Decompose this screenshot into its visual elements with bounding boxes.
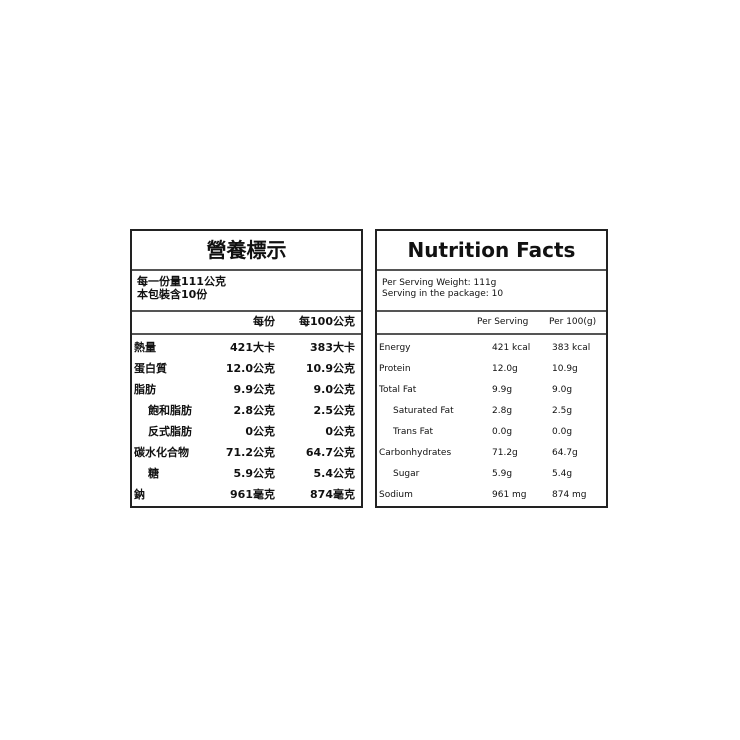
per-serving-value: 2.8g — [492, 406, 513, 416]
per-100-value: 10.9公克 — [305, 362, 355, 375]
per-100-value: 0公克 — [325, 425, 355, 438]
per-100-value: 5.4公克 — [313, 467, 356, 480]
per-100-value: 874 mg — [552, 490, 587, 500]
nutrient-name: 脂肪 — [134, 383, 156, 396]
per-100-value: 64.7g — [552, 448, 578, 458]
per-serving-value: 421 kcal — [492, 343, 531, 353]
nutrient-row: 熱量 421大卡 383大卡 — [132, 339, 361, 357]
per-100-value: 5.4g — [552, 469, 573, 479]
per-100-value: 9.0公克 — [313, 383, 356, 396]
column-header-per-serving: Per Serving — [477, 317, 529, 327]
divider — [132, 333, 361, 335]
nutrient-row: 脂肪 9.9公克 9.0公克 — [132, 381, 361, 399]
nutrient-name: Sodium — [379, 490, 413, 500]
nutrient-name: Energy — [379, 343, 411, 353]
per-100-value: 383大卡 — [310, 341, 355, 354]
nutrient-row: Protein 12.0g 10.9g — [377, 360, 606, 378]
column-header-per-100: 每100公克 — [299, 315, 355, 328]
divider — [132, 310, 361, 312]
nutrient-row: 反式脂肪 0公克 0公克 — [132, 423, 361, 441]
per-100-value: 2.5g — [552, 406, 573, 416]
column-header-per-100: Per 100(g) — [549, 317, 597, 327]
column-header-row: Per Serving Per 100(g) — [377, 313, 606, 331]
per-serving-value: 961 mg — [492, 490, 527, 500]
nutrient-name: 反式脂肪 — [148, 425, 192, 438]
nutrient-name: Trans Fat — [393, 427, 434, 437]
divider — [377, 333, 606, 335]
divider — [377, 269, 606, 271]
nutrient-name: Protein — [379, 364, 411, 374]
english-nutrition-facts: Nutrition Facts Per Serving Weight: 111g S… — [375, 229, 608, 508]
nutrient-row: 糖 5.9公克 5.4公克 — [132, 465, 361, 483]
nutrient-row: Total Fat 9.9g 9.0g — [377, 381, 606, 399]
per-100-value: 874毫克 — [310, 488, 355, 501]
chinese-nutrition-label: 營養標示每一份量111公克 本包裝含10份每份 每100公克 熱量 421大卡 38… — [130, 229, 363, 508]
per-serving-value: 5.9公克 — [233, 467, 276, 480]
nutrient-name: 糖 — [148, 467, 159, 480]
serving-size: 每一份量111公克 — [137, 275, 226, 288]
label-title: Nutrition Facts — [407, 238, 576, 262]
nutrient-name: 飽和脂肪 — [148, 404, 192, 417]
nutrient-row: Carbonhydrates 71.2g 64.7g — [377, 444, 606, 462]
nutrient-name: 蛋白質 — [134, 362, 167, 375]
per-100-value: 9.0g — [552, 385, 573, 395]
per-100-value: 2.5公克 — [313, 404, 356, 417]
per-serving-value: 0.0g — [492, 427, 513, 437]
divider — [132, 269, 361, 271]
nutrient-row: Sodium 961 mg 874 mg — [377, 486, 606, 504]
per-serving-value: 5.9g — [492, 469, 513, 479]
per-serving-value: 9.9g — [492, 385, 513, 395]
nutrient-row: 蛋白質 12.0公克 10.9公克 — [132, 360, 361, 378]
per-serving-value: 12.0g — [492, 364, 518, 374]
nutrient-row: 鈉 961毫克 874毫克 — [132, 486, 361, 504]
per-serving-value: 961毫克 — [230, 488, 275, 501]
nutrient-row: 飽和脂肪 2.8公克 2.5公克 — [132, 402, 361, 420]
servings-per-package: Serving in the package: 10 — [382, 289, 504, 299]
servings-per-package: 本包裝含10份 — [137, 288, 208, 301]
per-serving-value: 9.9公克 — [233, 383, 276, 396]
divider — [377, 310, 606, 312]
nutrient-row: Trans Fat 0.0g 0.0g — [377, 423, 606, 441]
per-serving-value: 2.8公克 — [233, 404, 276, 417]
nutrient-name: Sugar — [393, 469, 420, 479]
per-100-value: 0.0g — [552, 427, 573, 437]
nutrient-name: Carbonhydrates — [379, 448, 452, 458]
per-100-value: 10.9g — [552, 364, 578, 374]
nutrient-name: 鈉 — [134, 488, 145, 501]
nutrient-row: Saturated Fat 2.8g 2.5g — [377, 402, 606, 420]
nutrient-row: Energy 421 kcal 383 kcal — [377, 339, 606, 357]
per-100-value: 64.7公克 — [305, 446, 355, 459]
per-100-value: 383 kcal — [552, 343, 591, 353]
nutrient-name: Total Fat — [379, 385, 417, 395]
column-header-per-serving: 每份 — [253, 315, 275, 328]
serving-size: Per Serving Weight: 111g — [382, 278, 497, 288]
serving-info: Per Serving Weight: 111g Serving in the p… — [382, 278, 503, 300]
column-header-row: 每份 每100公克 — [132, 313, 361, 331]
per-serving-value: 71.2公克 — [225, 446, 275, 459]
per-serving-value: 0公克 — [245, 425, 275, 438]
per-serving-value: 421大卡 — [230, 341, 275, 354]
nutrient-row: 碳水化合物 71.2公克 64.7公克 — [132, 444, 361, 462]
nutrient-row: Sugar 5.9g 5.4g — [377, 465, 606, 483]
nutrient-name: 熱量 — [134, 341, 156, 354]
nutrient-name: 碳水化合物 — [134, 446, 189, 459]
nutrient-name: Saturated Fat — [393, 406, 454, 416]
per-serving-value: 12.0公克 — [225, 362, 275, 375]
label-title: 營養標示 — [206, 238, 287, 262]
serving-info: 每一份量111公克 本包裝含10份 — [137, 275, 226, 301]
per-serving-value: 71.2g — [492, 448, 518, 458]
